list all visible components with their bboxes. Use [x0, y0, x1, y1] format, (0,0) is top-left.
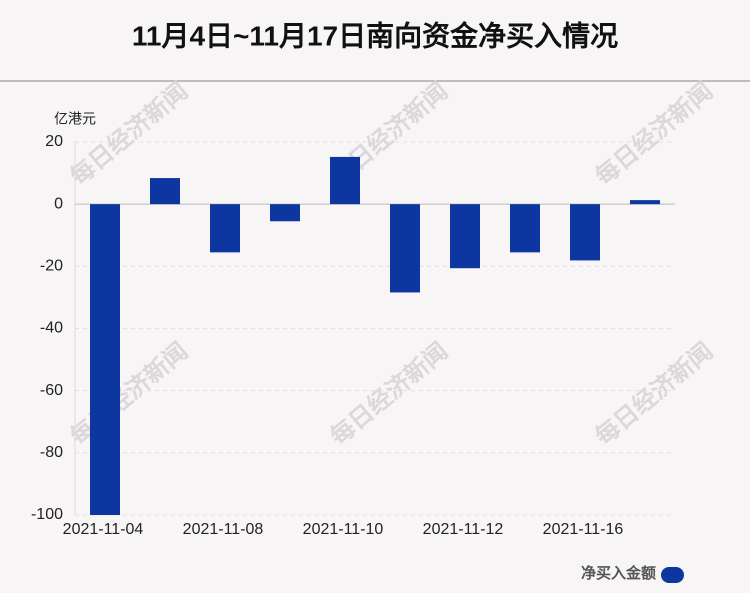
bar — [450, 204, 480, 269]
x-tick-label: 2021-11-04 — [63, 521, 144, 538]
bar — [270, 204, 300, 222]
legend-label: 净买入金额 — [581, 564, 656, 582]
y-tick-label: 0 — [54, 195, 63, 212]
y-tick-label: -100 — [31, 506, 63, 523]
watermark: 每日经济新闻 — [64, 336, 193, 451]
legend-swatch — [661, 567, 684, 583]
x-tick-label: 2021-11-16 — [543, 521, 624, 538]
watermark: 每日经济新闻 — [589, 76, 718, 191]
watermark: 每日经济新闻 — [324, 336, 453, 451]
bar — [570, 204, 600, 261]
y-tick-label: -60 — [40, 382, 63, 399]
x-tick-label: 2021-11-08 — [183, 521, 264, 538]
watermark: 每日经济新闻 — [64, 76, 193, 191]
y-axis-label: 亿港元 — [54, 111, 96, 127]
bar — [510, 204, 540, 253]
bar — [630, 200, 660, 205]
x-tick-label: 2021-11-12 — [423, 521, 504, 538]
y-tick-label: -40 — [40, 320, 63, 337]
y-tick-label: 20 — [45, 133, 63, 150]
bar — [90, 204, 120, 515]
bar — [210, 204, 240, 253]
y-tick-label: -80 — [40, 444, 63, 461]
bar — [390, 204, 420, 293]
bar — [330, 156, 360, 205]
bar — [150, 178, 180, 205]
x-tick-label: 2021-11-10 — [303, 521, 384, 538]
watermark: 每日经济新闻 — [589, 336, 718, 451]
y-tick-label: -20 — [40, 258, 63, 275]
chart-title: 11月4日~11月17日南向资金净买入情况 — [132, 19, 618, 51]
